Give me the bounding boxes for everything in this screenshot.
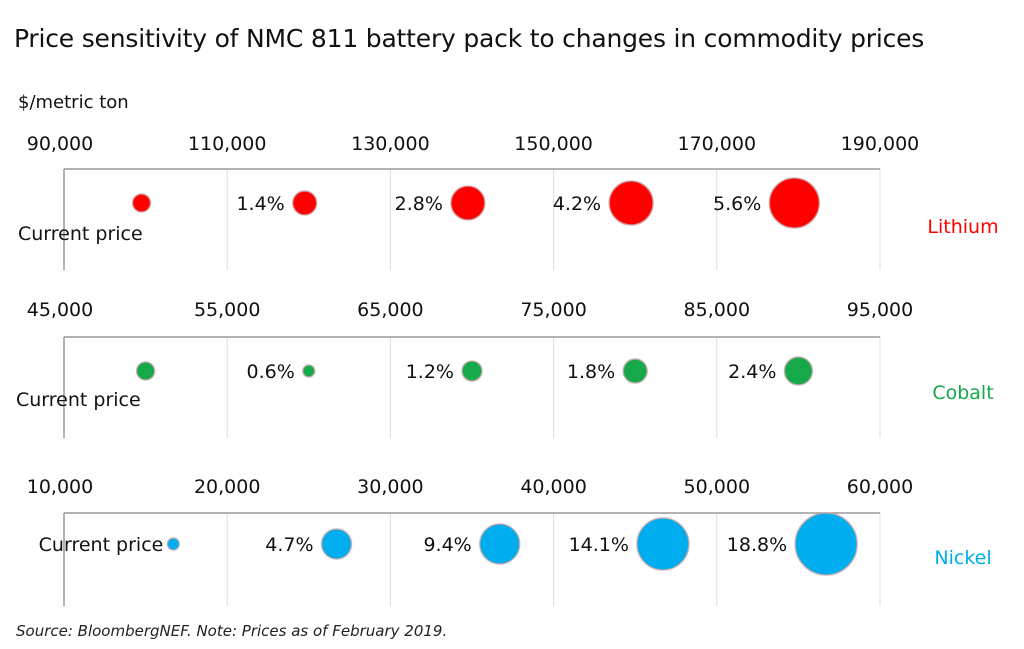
data-label: 14.1% xyxy=(569,534,629,556)
data-label: 4.2% xyxy=(553,193,601,215)
data-label: 2.8% xyxy=(395,193,443,215)
bubble-cobalt xyxy=(461,360,483,382)
bubble-cobalt xyxy=(783,356,814,386)
data-label: 18.8% xyxy=(727,534,787,556)
series-label-nickel: Nickel xyxy=(934,547,991,569)
bubble-lithium xyxy=(450,185,486,221)
x-tick-label: 30,000 xyxy=(357,476,423,498)
x-tick-label: 90,000 xyxy=(27,133,93,155)
x-tick-label: 110,000 xyxy=(188,133,267,155)
bubble-nickel xyxy=(478,523,521,565)
x-tick-label: 65,000 xyxy=(357,299,423,321)
series-label-lithium: Lithium xyxy=(927,216,998,238)
bubble-nickel xyxy=(320,528,353,560)
bubble-lithium xyxy=(608,180,654,226)
current-price-label: Current price xyxy=(39,534,164,556)
x-tick-label: 170,000 xyxy=(678,133,757,155)
bubble-lithium xyxy=(291,190,318,216)
data-label: 1.8% xyxy=(567,361,615,383)
x-tick-label: 45,000 xyxy=(27,299,93,321)
bubble-nickel xyxy=(636,517,690,571)
x-tick-label: 10,000 xyxy=(27,476,93,498)
x-tick-label: 150,000 xyxy=(514,133,593,155)
x-tick-label: 85,000 xyxy=(684,299,750,321)
data-label: 0.6% xyxy=(247,361,295,383)
bubble-cobalt xyxy=(622,358,648,384)
x-tick-label: 95,000 xyxy=(847,299,913,321)
bubble-nickel xyxy=(794,512,858,576)
data-label: 2.4% xyxy=(728,361,776,383)
y-axis-unit: $/metric ton xyxy=(18,92,129,113)
x-tick-label: 75,000 xyxy=(520,299,586,321)
bubble-lithium xyxy=(768,177,821,229)
data-label: 4.7% xyxy=(265,534,313,556)
x-tick-label: 40,000 xyxy=(520,476,586,498)
data-label: 1.2% xyxy=(406,361,454,383)
series-label-cobalt: Cobalt xyxy=(932,382,993,404)
chart-title: Price sensitivity of NMC 811 battery pac… xyxy=(14,24,925,53)
x-tick-label: 50,000 xyxy=(684,476,750,498)
x-tick-label: 130,000 xyxy=(351,133,430,155)
x-tick-label: 55,000 xyxy=(194,299,260,321)
current-price-label: Current price xyxy=(16,389,141,411)
current-price-label: Current price xyxy=(18,223,143,245)
source-note: Source: BloombergNEF. Note: Prices as of… xyxy=(16,622,448,640)
data-label: 1.4% xyxy=(236,193,284,215)
data-label: 5.6% xyxy=(713,193,761,215)
bubble-cobalt xyxy=(135,361,156,381)
bubble-cobalt xyxy=(302,364,316,378)
x-tick-label: 190,000 xyxy=(841,133,920,155)
x-tick-label: 20,000 xyxy=(194,476,260,498)
x-tick-label: 60,000 xyxy=(847,476,913,498)
data-label: 9.4% xyxy=(423,534,471,556)
bubble-nickel xyxy=(166,537,181,551)
bubble-lithium xyxy=(131,193,152,213)
